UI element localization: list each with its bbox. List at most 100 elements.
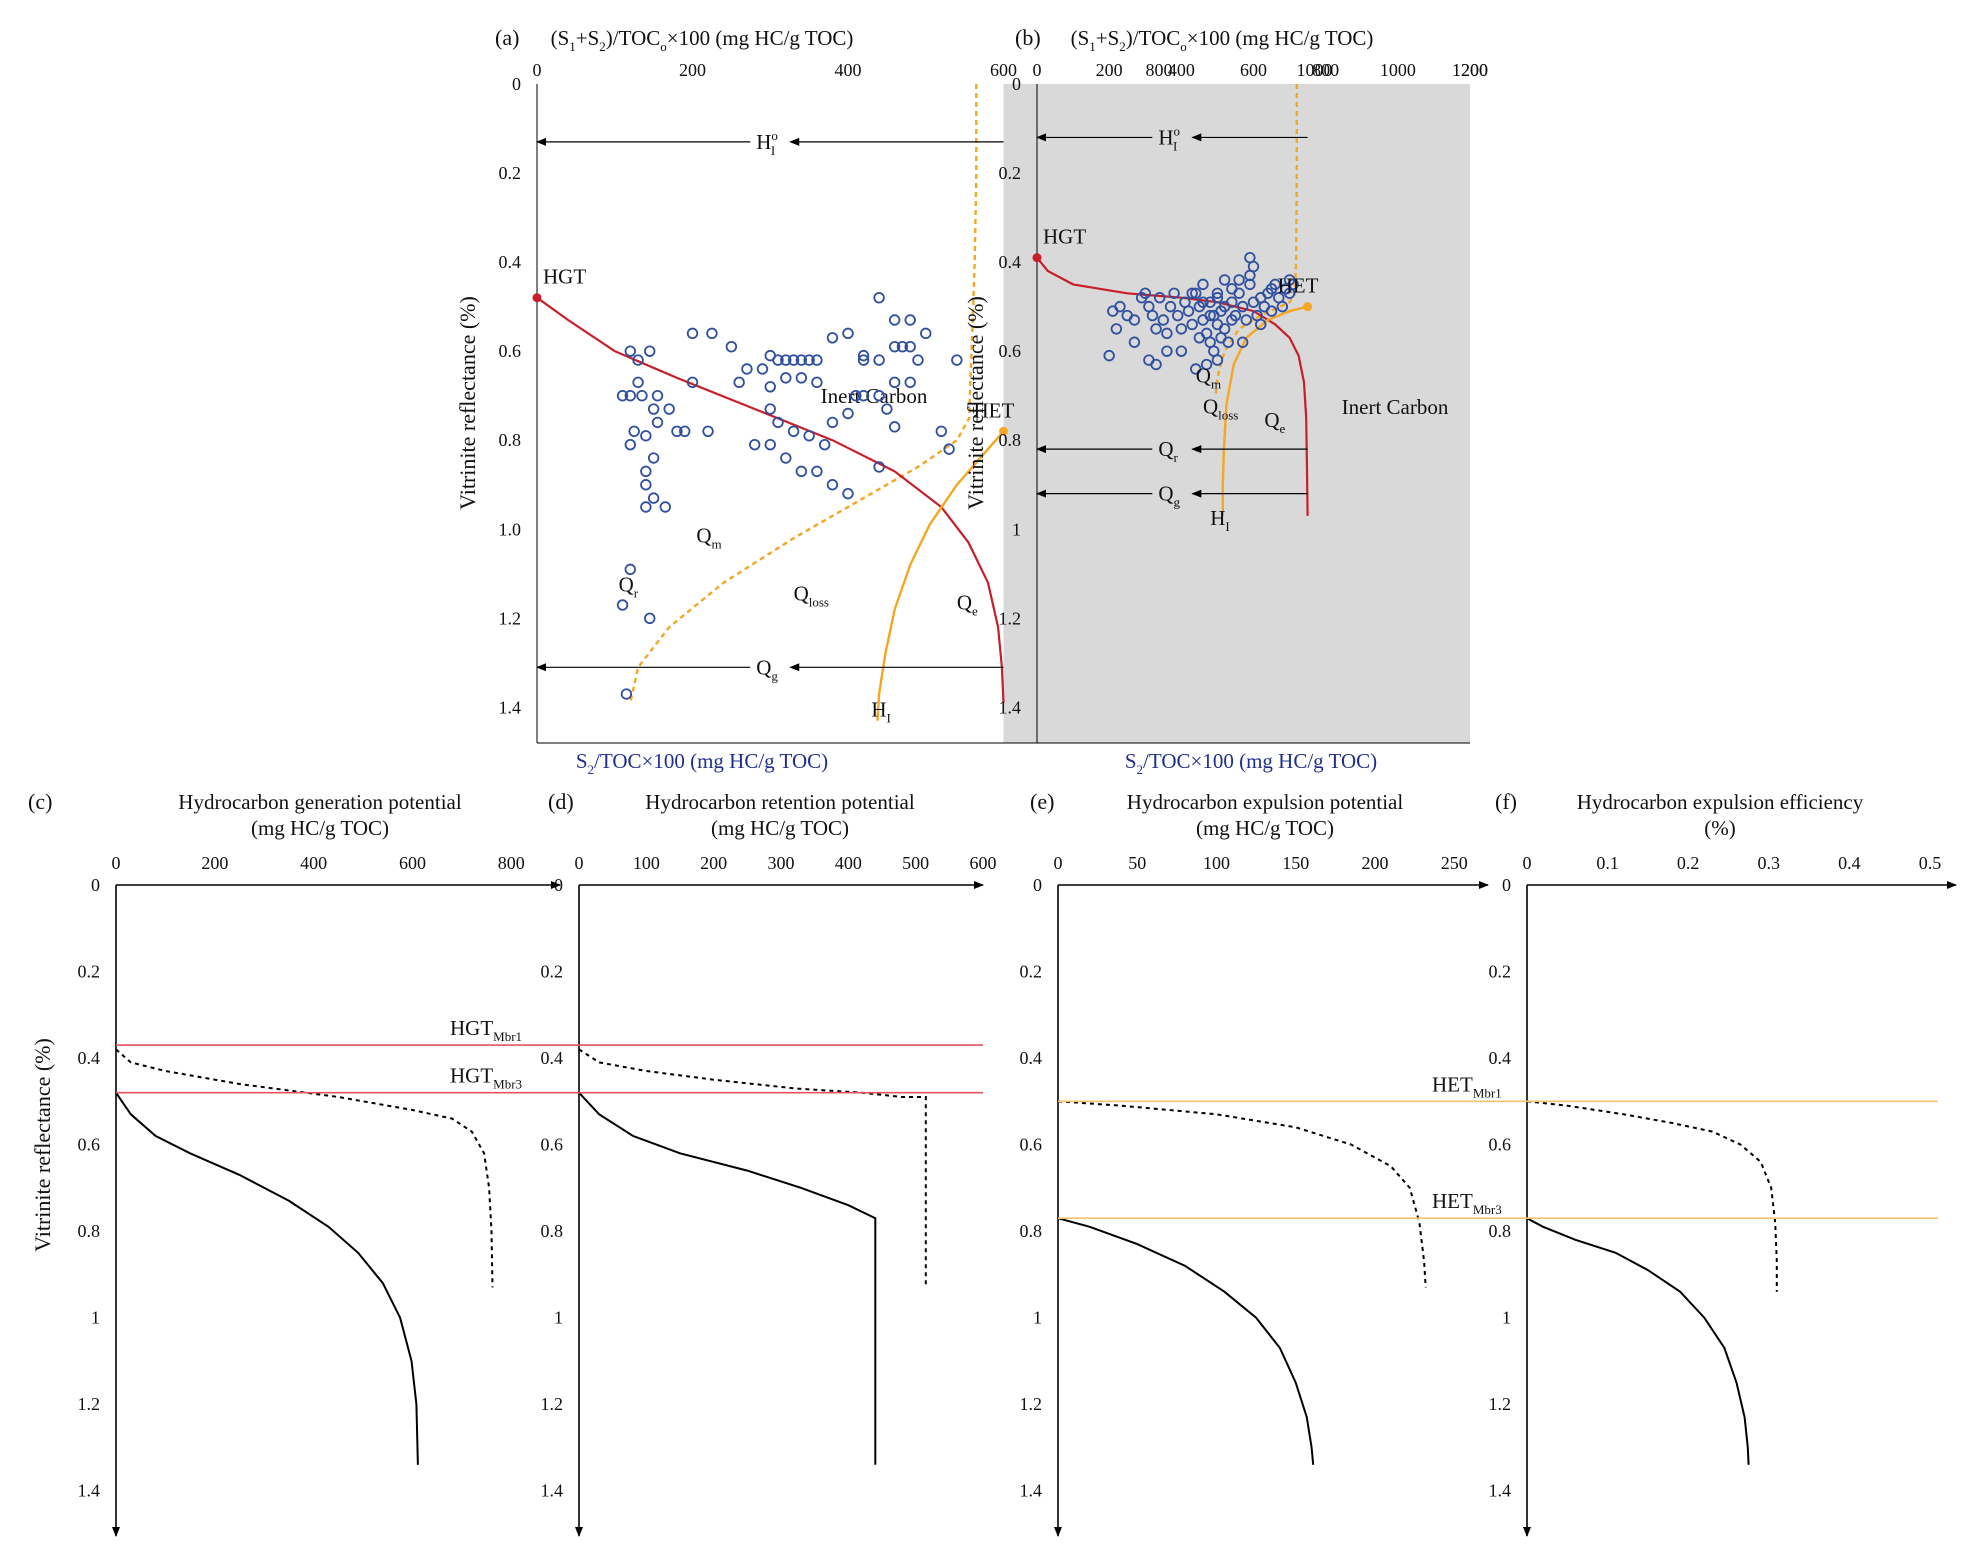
het-line-label: HETMbr3 <box>1432 1189 1502 1217</box>
y-tick-label: 1 <box>1033 1308 1042 1328</box>
x-tick-label: 50 <box>1128 853 1146 873</box>
plot-area-e: 0 50 100 150 200 250 0 0.2 0.4 0.6 0.8 1 1.2 1.4 <box>1020 853 1489 1537</box>
hgt-marker <box>532 293 542 303</box>
solid-curve <box>115 1092 419 1465</box>
x-tick-label: 100 <box>633 853 660 873</box>
data-point <box>896 341 909 353</box>
data-point <box>671 425 683 438</box>
data-point <box>706 327 718 340</box>
x-tick-label: 600 <box>970 853 997 873</box>
orange-dashed-curve <box>629 84 978 704</box>
data-point <box>1240 314 1252 326</box>
data-point <box>686 376 699 389</box>
data-point <box>1236 300 1249 313</box>
y-tick-label: 0 <box>512 74 521 94</box>
data-point <box>640 479 652 491</box>
top-tick-label: 0 <box>1033 60 1042 80</box>
data-point <box>904 341 916 353</box>
top-ticks-b: 0 200 400 600 800 1000 1200 <box>1033 60 1489 80</box>
hgt-label: HGT <box>1043 225 1086 249</box>
data-point <box>1182 305 1195 317</box>
data-point <box>857 389 870 402</box>
data-point <box>1218 274 1231 286</box>
data-point <box>935 425 948 438</box>
data-point <box>873 292 885 304</box>
data-point <box>663 403 675 415</box>
panel-subtitle-e: (mg HC/g TOC) <box>1196 816 1334 840</box>
y-tick-label: 1.4 <box>541 1481 564 1501</box>
annotation-label: Qloss <box>794 582 829 610</box>
y-tick-label: 0.4 <box>1489 1048 1512 1068</box>
data-point <box>787 425 800 438</box>
y-tick-label: 0.6 <box>541 1135 564 1155</box>
data-point <box>620 688 633 700</box>
data-point <box>1197 278 1209 291</box>
x-tick-label: 0 <box>575 853 584 873</box>
panel-b: (b) (S1+S2)/TOCo×100 (mg HC/g TOC) 0 200 4… <box>963 25 1488 777</box>
data-point <box>842 407 854 420</box>
y-tick-label: 1.2 <box>499 608 522 628</box>
data-point <box>756 363 769 375</box>
top-tick-label: 1000 <box>1380 60 1416 80</box>
annotation-label: Qe <box>1264 408 1285 436</box>
data-point <box>1211 287 1224 299</box>
data-point <box>624 345 637 357</box>
inert-carbon-label-b: Inert Carbon <box>1342 395 1449 419</box>
x-tick-label: 150 <box>1282 853 1309 873</box>
y-tick-label: 0 <box>1033 875 1042 895</box>
arrow-label: Qg <box>756 655 778 683</box>
data-point <box>624 389 637 402</box>
data-point <box>644 345 656 357</box>
y-axis-title-c: Vitrinite reflectance (%) <box>30 1038 55 1252</box>
data-point <box>1211 292 1224 304</box>
y-tick-label: 0.8 <box>1489 1221 1512 1241</box>
y-tick-label: 0.6 <box>78 1135 101 1155</box>
data-point <box>616 599 629 611</box>
data-point <box>686 327 699 340</box>
data-point <box>857 354 870 366</box>
data-point <box>651 416 664 429</box>
data-point <box>1161 327 1173 340</box>
data-point <box>651 389 664 402</box>
hgt-label: HGT <box>543 265 586 289</box>
data-point <box>1164 300 1177 313</box>
data-point <box>772 354 784 366</box>
data-point <box>951 354 963 366</box>
top-tick-label: 1200 <box>1452 60 1488 80</box>
y-tick-label: 0.4 <box>999 252 1022 272</box>
data-point <box>803 430 815 442</box>
data-point <box>920 327 932 340</box>
y-tick-label: 1 <box>554 1308 563 1328</box>
y-tick-label: 1.4 <box>499 697 522 717</box>
data-point <box>811 465 823 478</box>
data-point <box>888 341 901 353</box>
panel-label-d: (d) <box>548 789 574 814</box>
data-point <box>1153 292 1166 304</box>
solid-curve <box>578 1092 877 1465</box>
data-point <box>1226 283 1238 295</box>
annotation-label: Qr <box>619 573 639 601</box>
data-point <box>912 354 924 366</box>
data-point <box>1204 309 1216 322</box>
data-point <box>1197 296 1209 308</box>
plot-area-c: 0 200 400 600 800 0 0.2 0.4 0.6 0.8 1 1.2 1.4 <box>78 853 561 1537</box>
data-point <box>1265 283 1278 295</box>
y-tick-label: 1.4 <box>1020 1481 1043 1501</box>
x-tick-label: 300 <box>768 853 795 873</box>
plot-area-f: 0 0.1 0.2 0.3 0.4 0.5 0 0.2 0.4 0.6 0.8 1 1.2 1.4 HETM… <box>1058 853 1957 1537</box>
panel-f: (f) Hydrocarbon expulsion efficiency (%)… <box>1058 789 1957 1537</box>
data-point <box>795 372 808 384</box>
y-tick-label: 0.4 <box>499 252 522 272</box>
y-tick-label: 0.8 <box>78 1221 101 1241</box>
x-tick-label: 600 <box>399 853 426 873</box>
y-tick-label: 0.6 <box>999 341 1022 361</box>
arrow-label: Qr <box>1158 437 1178 465</box>
plot-area-d: 0 100 200 300 400 500 600 0 0.2 0.4 0.6 0.8 1 1.2 1.4 H… <box>116 853 997 1537</box>
annotation-label: HI <box>1210 506 1230 534</box>
top-tick-label: 800 <box>1312 60 1339 80</box>
data-point <box>1143 354 1155 366</box>
annotation-label: Qm <box>696 524 721 552</box>
annotation-label: Qm <box>1196 363 1221 391</box>
x-tick-label: 0 <box>112 853 121 873</box>
data-point <box>616 389 629 402</box>
